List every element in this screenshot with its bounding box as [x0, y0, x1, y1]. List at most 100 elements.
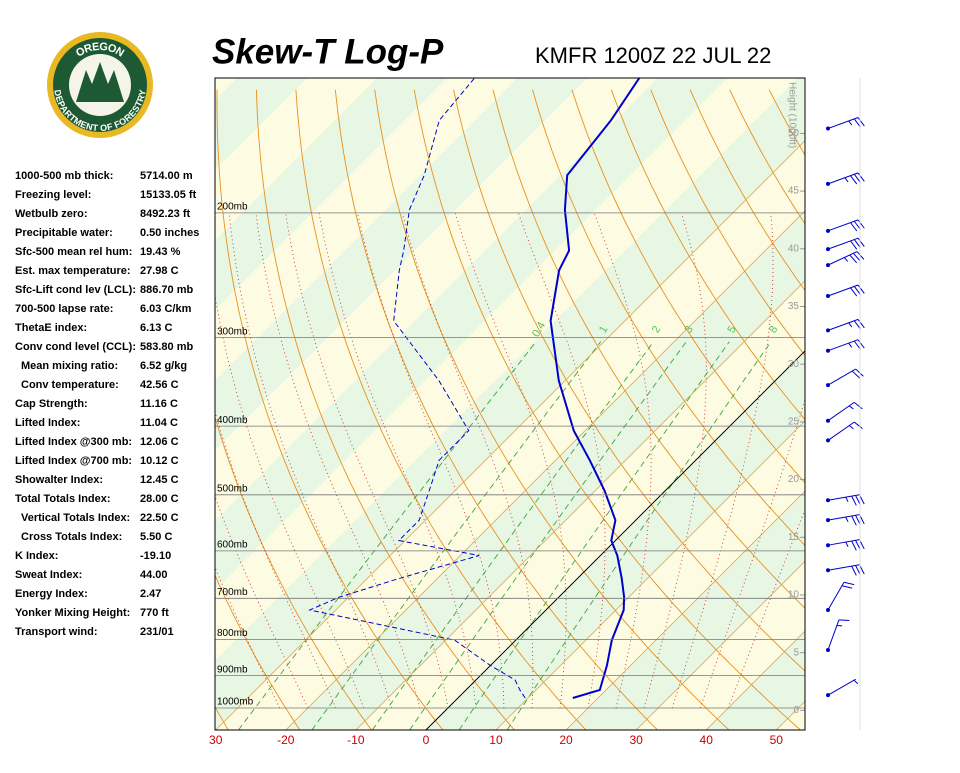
y-tick-label: 800mb — [217, 628, 248, 639]
y-tick-label: 300mb — [217, 326, 248, 337]
index-label: Sfc-500 mean rel hum: — [15, 246, 132, 258]
index-label: Showalter Index: — [15, 474, 103, 486]
index-label: Sfc-Lift cond lev (LCL): — [15, 284, 136, 296]
height-label: 15 — [788, 532, 800, 543]
height-label: 35 — [788, 301, 800, 312]
dry-adiabat — [848, 90, 960, 730]
y-tick-label: 700mb — [217, 587, 248, 598]
wind-station — [826, 543, 830, 547]
wind-station — [826, 419, 830, 423]
wind-station — [826, 126, 830, 130]
index-label: Mean mixing ratio: — [21, 360, 118, 372]
dry-adiabat — [927, 90, 960, 730]
wind-barb — [828, 495, 864, 506]
index-value: -19.10 — [140, 550, 171, 562]
index-label: Vertical Totals Index: — [21, 512, 130, 524]
x-tick-label: -10 — [347, 733, 365, 747]
index-label: K Index: — [15, 550, 58, 562]
index-value: 10.12 C — [140, 455, 179, 467]
wind-barbs — [826, 118, 864, 698]
indices: 1000-500 mb thick: 5714.00 m Freezing leve… — [15, 170, 199, 638]
wind-barb — [828, 402, 862, 420]
index-value: 231/01 — [140, 626, 174, 638]
y-tick-label: 1000mb — [217, 697, 254, 708]
height-label: 5 — [793, 647, 799, 658]
wind-barb — [828, 173, 864, 184]
wind-barb — [828, 582, 854, 610]
wind-barb — [828, 422, 862, 440]
index-label: Cap Strength: — [15, 398, 88, 410]
logo: OREGON DEPARTMENT OF FORESTRY — [47, 32, 153, 138]
wind-barb — [828, 319, 864, 330]
wind-station — [826, 518, 830, 522]
index-label: Precipitable water: — [15, 227, 113, 239]
x-tick-label: 20 — [559, 733, 573, 747]
index-value: 5.50 C — [140, 531, 172, 543]
index-label: Conv cond level (CCL): — [15, 341, 136, 353]
wind-barb — [828, 220, 864, 231]
index-label: Conv temperature: — [21, 379, 119, 391]
y-tick-label: 400mb — [217, 415, 248, 426]
dry-adiabat — [887, 90, 960, 730]
wind-station — [826, 182, 830, 186]
x-tick-label: 30 — [209, 733, 223, 747]
wind-barb — [828, 238, 864, 249]
height-label: 0 — [793, 705, 799, 716]
wind-station — [826, 294, 830, 298]
index-value: 12.45 C — [140, 474, 179, 486]
index-label: Lifted Index @700 mb: — [15, 455, 132, 467]
x-tick-label: 0 — [423, 733, 430, 747]
index-value: 6.13 C — [140, 322, 172, 334]
wind-station — [826, 438, 830, 442]
wind-station — [826, 247, 830, 251]
index-label: ThetaE index: — [15, 322, 87, 334]
wind-station — [826, 693, 830, 697]
index-label: 700-500 lapse rate: — [15, 303, 113, 315]
index-label: Transport wind: — [15, 626, 98, 638]
station: KMFR 1200Z 22 JUL 22 — [535, 43, 771, 68]
index-value: 0.50 inches — [140, 227, 199, 239]
isotherm-band — [846, 78, 960, 730]
wind-station — [826, 648, 830, 652]
wind-barb — [828, 285, 864, 296]
wind-barb — [828, 515, 864, 526]
y-tick-label: 600mb — [217, 540, 248, 551]
index-value: 583.80 mb — [140, 341, 193, 353]
x-tick-label: 40 — [700, 733, 714, 747]
wind-barb — [828, 252, 864, 266]
index-label: Yonker Mixing Height: — [15, 607, 130, 619]
height-label: 20 — [788, 474, 800, 485]
index-value: 27.98 C — [140, 265, 179, 277]
x-tick-label: -20 — [277, 733, 295, 747]
index-value: 5714.00 m — [140, 170, 193, 182]
height-label: 30 — [788, 359, 800, 370]
index-value: 15133.05 ft — [140, 189, 197, 201]
x-tick-label: 10 — [489, 733, 503, 747]
index-label: Sweat Index: — [15, 569, 82, 581]
height-axis-title: Height (1000ft) — [786, 82, 797, 148]
index-label: Lifted Index @300 mb: — [15, 436, 132, 448]
wind-barb — [828, 565, 864, 576]
index-value: 28.00 C — [140, 493, 179, 505]
index-label: Lifted Index: — [15, 417, 80, 429]
index-value: 770 ft — [140, 607, 169, 619]
index-value: 11.04 C — [140, 417, 178, 429]
height-label: 10 — [788, 590, 800, 601]
title: Skew-T Log-P — [212, 32, 444, 71]
index-value: 22.50 C — [140, 512, 179, 524]
index-value: 6.52 g/kg — [140, 360, 187, 372]
wind-station — [826, 263, 830, 267]
index-label: Total Totals Index: — [15, 493, 111, 505]
x-tick-label: 50 — [770, 733, 784, 747]
index-label: 1000-500 mb thick: — [15, 170, 113, 182]
wind-station — [826, 383, 830, 387]
index-label: Est. max temperature: — [15, 265, 131, 277]
wind-station — [826, 328, 830, 332]
index-value: 2.47 — [140, 588, 161, 600]
wind-barb — [828, 369, 863, 385]
index-value: 12.06 C — [140, 436, 179, 448]
y-tick-label: 200mb — [217, 202, 248, 213]
index-label: Freezing level: — [15, 189, 91, 201]
wind-barb — [828, 118, 864, 129]
